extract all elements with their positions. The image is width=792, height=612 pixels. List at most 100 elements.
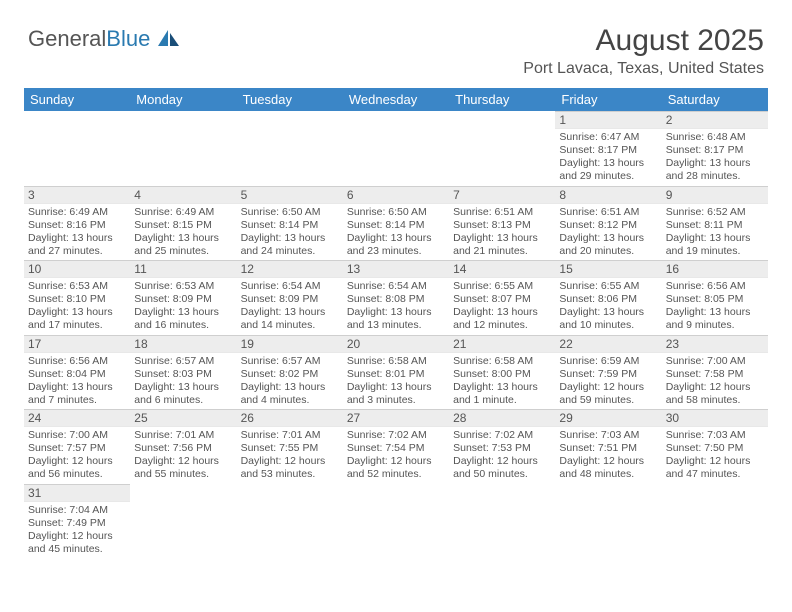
day-details: Sunrise: 6:51 AMSunset: 8:12 PMDaylight:…	[555, 204, 661, 261]
weekday-header: Saturday	[662, 88, 768, 111]
day-details: Sunrise: 6:53 AMSunset: 8:09 PMDaylight:…	[130, 278, 236, 335]
sunrise-line: Sunrise: 6:50 AM	[241, 206, 321, 218]
weekday-header-row: Sunday Monday Tuesday Wednesday Thursday…	[24, 88, 768, 111]
day-number: 23	[662, 335, 768, 353]
daylight-line: Daylight: 13 hours and 12 minutes.	[453, 306, 538, 331]
sunset-line: Sunset: 7:54 PM	[347, 442, 425, 454]
day-details: Sunrise: 6:50 AMSunset: 8:14 PMDaylight:…	[343, 204, 449, 261]
daylight-line: Daylight: 13 hours and 21 minutes.	[453, 232, 538, 257]
day-details: Sunrise: 6:59 AMSunset: 7:59 PMDaylight:…	[555, 353, 661, 410]
sunrise-line: Sunrise: 7:02 AM	[347, 429, 427, 441]
sunrise-line: Sunrise: 6:51 AM	[559, 206, 639, 218]
calendar-day-cell	[343, 111, 449, 186]
sunrise-line: Sunrise: 6:56 AM	[666, 280, 746, 292]
day-number: 10	[24, 260, 130, 278]
daylight-line: Daylight: 13 hours and 17 minutes.	[28, 306, 113, 331]
sunset-line: Sunset: 8:17 PM	[666, 144, 744, 156]
day-number: 12	[237, 260, 343, 278]
sunrise-line: Sunrise: 7:01 AM	[134, 429, 214, 441]
sunrise-line: Sunrise: 6:57 AM	[241, 355, 321, 367]
day-details: Sunrise: 6:56 AMSunset: 8:04 PMDaylight:…	[24, 353, 130, 410]
sunset-line: Sunset: 8:14 PM	[347, 219, 425, 231]
sail-icon	[158, 30, 180, 48]
calendar-day-cell: 4Sunrise: 6:49 AMSunset: 8:15 PMDaylight…	[130, 186, 236, 261]
sunset-line: Sunset: 7:56 PM	[134, 442, 212, 454]
day-number: 21	[449, 335, 555, 353]
sunset-line: Sunset: 7:59 PM	[559, 368, 637, 380]
sunset-line: Sunset: 7:49 PM	[28, 517, 106, 529]
calendar-week-row: 31Sunrise: 7:04 AMSunset: 7:49 PMDayligh…	[24, 484, 768, 559]
calendar-day-cell: 19Sunrise: 6:57 AMSunset: 8:02 PMDayligh…	[237, 335, 343, 410]
sunset-line: Sunset: 8:04 PM	[28, 368, 106, 380]
day-details: Sunrise: 7:01 AMSunset: 7:56 PMDaylight:…	[130, 427, 236, 484]
day-details: Sunrise: 7:02 AMSunset: 7:53 PMDaylight:…	[449, 427, 555, 484]
sunrise-line: Sunrise: 6:54 AM	[347, 280, 427, 292]
calendar-day-cell: 30Sunrise: 7:03 AMSunset: 7:50 PMDayligh…	[662, 409, 768, 484]
calendar-day-cell	[130, 484, 236, 559]
sunrise-line: Sunrise: 6:49 AM	[134, 206, 214, 218]
daylight-line: Daylight: 13 hours and 20 minutes.	[559, 232, 644, 257]
day-number: 29	[555, 409, 661, 427]
day-number: 26	[237, 409, 343, 427]
calendar-week-row: 3 Sunrise: 6:49 AM Sunset: 8:16 PM Daylight…	[24, 186, 768, 261]
daylight-line: Daylight: 13 hours and 23 minutes.	[347, 232, 432, 257]
day-details: Sunrise: 6:50 AMSunset: 8:14 PMDaylight:…	[237, 204, 343, 261]
sunset-line: Sunset: 8:12 PM	[559, 219, 637, 231]
sunset-line: Sunset: 7:55 PM	[241, 442, 319, 454]
calendar-day-cell	[662, 484, 768, 559]
calendar-day-cell	[449, 111, 555, 186]
sunrise-line: Sunrise: 6:47 AM	[559, 131, 639, 143]
day-number: 19	[237, 335, 343, 353]
day-number: 7	[449, 186, 555, 204]
weekday-header: Wednesday	[343, 88, 449, 111]
calendar-day-cell: 23Sunrise: 7:00 AMSunset: 7:58 PMDayligh…	[662, 335, 768, 410]
calendar-day-cell	[24, 111, 130, 186]
sunrise-line: Sunrise: 7:00 AM	[28, 429, 108, 441]
sunset-line: Sunset: 7:50 PM	[666, 442, 744, 454]
day-details: Sunrise: 7:04 AMSunset: 7:49 PMDaylight:…	[24, 502, 130, 559]
weekday-header: Monday	[130, 88, 236, 111]
calendar-day-cell: 28Sunrise: 7:02 AMSunset: 7:53 PMDayligh…	[449, 409, 555, 484]
day-details: Sunrise: 6:55 AMSunset: 8:07 PMDaylight:…	[449, 278, 555, 335]
calendar-day-cell	[343, 484, 449, 559]
calendar-day-cell: 25Sunrise: 7:01 AMSunset: 7:56 PMDayligh…	[130, 409, 236, 484]
day-details: Sunrise: 6:57 AMSunset: 8:02 PMDaylight:…	[237, 353, 343, 410]
day-details: Sunrise: 7:03 AMSunset: 7:50 PMDaylight:…	[662, 427, 768, 484]
daylight-line: Daylight: 13 hours and 4 minutes.	[241, 381, 326, 406]
daylight-line: Daylight: 12 hours and 55 minutes.	[134, 455, 219, 480]
day-number: 3	[24, 186, 130, 204]
sunset-line: Sunset: 7:53 PM	[453, 442, 531, 454]
daylight-line: Daylight: 13 hours and 14 minutes.	[241, 306, 326, 331]
sunrise-line: Sunrise: 7:01 AM	[241, 429, 321, 441]
day-number: 4	[130, 186, 236, 204]
calendar-day-cell: 9Sunrise: 6:52 AMSunset: 8:11 PMDaylight…	[662, 186, 768, 261]
day-number: 16	[662, 260, 768, 278]
sunrise-line: Sunrise: 6:51 AM	[453, 206, 533, 218]
calendar-day-cell: 26Sunrise: 7:01 AMSunset: 7:55 PMDayligh…	[237, 409, 343, 484]
sunrise-line: Sunrise: 7:03 AM	[559, 429, 639, 441]
day-number: 31	[24, 484, 130, 502]
sunset-line: Sunset: 8:16 PM	[28, 219, 106, 231]
calendar-week-row: 10Sunrise: 6:53 AMSunset: 8:10 PMDayligh…	[24, 260, 768, 335]
daylight-line: Daylight: 12 hours and 52 minutes.	[347, 455, 432, 480]
day-number: 11	[130, 260, 236, 278]
sunrise-line: Sunrise: 7:00 AM	[666, 355, 746, 367]
daylight-line: Daylight: 12 hours and 56 minutes.	[28, 455, 113, 480]
calendar-day-cell: 11Sunrise: 6:53 AMSunset: 8:09 PMDayligh…	[130, 260, 236, 335]
calendar-day-cell: 20Sunrise: 6:58 AMSunset: 8:01 PMDayligh…	[343, 335, 449, 410]
calendar-day-cell	[130, 111, 236, 186]
sunrise-line: Sunrise: 7:04 AM	[28, 504, 108, 516]
calendar-body: 1Sunrise: 6:47 AMSunset: 8:17 PMDaylight…	[24, 111, 768, 558]
sunrise-line: Sunrise: 6:58 AM	[453, 355, 533, 367]
day-details: Sunrise: 6:47 AMSunset: 8:17 PMDaylight:…	[555, 129, 661, 186]
sunset-line: Sunset: 8:14 PM	[241, 219, 319, 231]
calendar-table: Sunday Monday Tuesday Wednesday Thursday…	[24, 88, 768, 558]
daylight-line: Daylight: 13 hours and 1 minute.	[453, 381, 538, 406]
brand-part1: General	[28, 26, 106, 51]
day-number: 15	[555, 260, 661, 278]
day-details: Sunrise: 6:55 AMSunset: 8:06 PMDaylight:…	[555, 278, 661, 335]
sunset-line: Sunset: 7:51 PM	[559, 442, 637, 454]
sunrise-line: Sunrise: 7:03 AM	[666, 429, 746, 441]
calendar-day-cell: 21Sunrise: 6:58 AMSunset: 8:00 PMDayligh…	[449, 335, 555, 410]
calendar-week-row: 24Sunrise: 7:00 AMSunset: 7:57 PMDayligh…	[24, 409, 768, 484]
